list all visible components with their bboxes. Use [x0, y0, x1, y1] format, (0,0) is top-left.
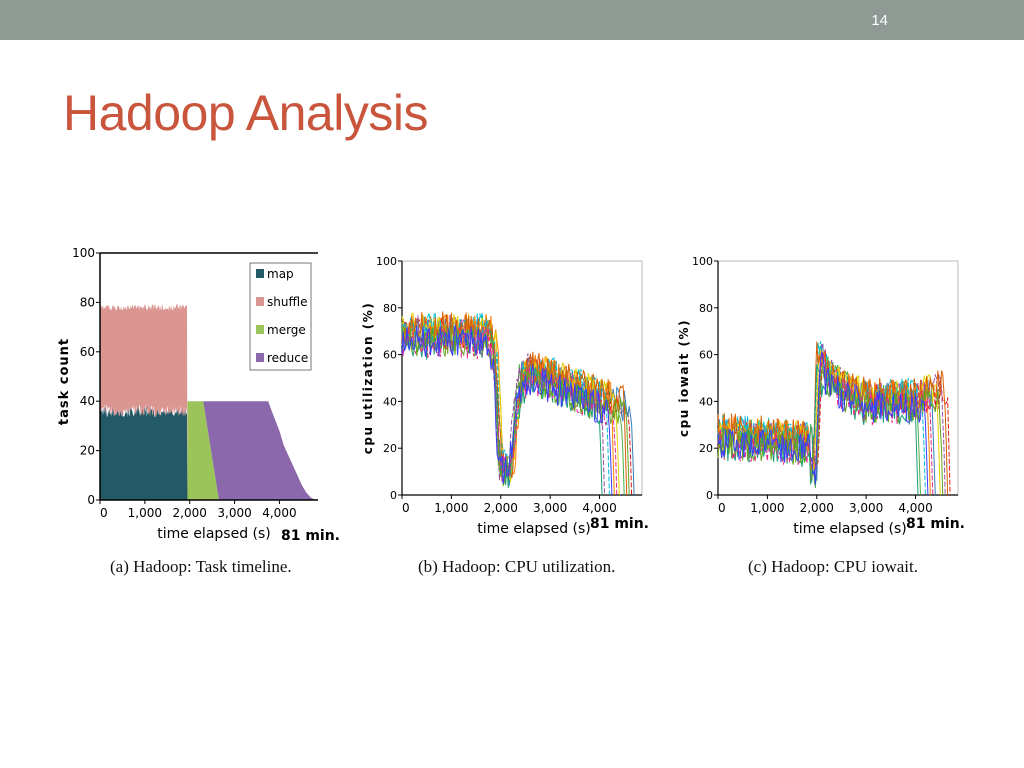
x-tick-label: 2,000 — [800, 501, 834, 515]
chart-cpu-iowait: 0 20 40 60 80 100 0 1,000 2,000 3,000 4,000 time el… — [677, 255, 965, 537]
legend-box — [249, 262, 312, 371]
slide-number: 14 — [871, 12, 888, 29]
series-line-12 — [401, 325, 613, 496]
y-axis-label: cpu utilization (%) — [361, 302, 375, 454]
legend-swatch-shuffle — [256, 297, 264, 306]
caption-cpu-utilization: (b) Hadoop: CPU utilization. — [418, 557, 616, 576]
series-line-7 — [401, 311, 610, 496]
y-axis-label: cpu iowait (%) — [677, 319, 691, 437]
x-tick-label: 4,000 — [582, 501, 616, 515]
y-tick-label: 20 — [699, 442, 713, 455]
x-tick-label: 3,000 — [217, 506, 251, 520]
y-tick-label: 60 — [383, 349, 397, 362]
y-tick-label: 20 — [80, 444, 95, 458]
top-bar: 14 — [0, 0, 1024, 40]
legend-label-reduce: reduce — [267, 351, 308, 365]
legend-label-shuffle: shuffle — [267, 295, 307, 309]
legend-swatch-reduce — [256, 353, 264, 362]
y-tick-label: 0 — [87, 493, 95, 507]
area-shuffle — [100, 304, 188, 500]
x-end-note: 81 min. — [906, 516, 965, 532]
legend-swatch-merge — [256, 325, 264, 334]
chart-cpu-utilization: 0 20 40 60 80 100 0 1,000 2,000 3,000 4,000 time el… — [361, 255, 649, 537]
area-merge — [187, 401, 219, 500]
x-tick-label: 0 — [718, 501, 726, 515]
x-tick-label: 4,000 — [262, 506, 296, 520]
y-tick-label: 100 — [72, 246, 95, 260]
y-axis-label: task count — [57, 338, 72, 425]
x-tick-label: 0 — [402, 501, 410, 515]
series-line-9 — [717, 364, 919, 496]
slide-title: Hadoop Analysis — [63, 85, 428, 141]
x-tick-label: 0 — [100, 506, 108, 520]
y-tick-label: 60 — [699, 349, 713, 362]
y-tick-label: 80 — [383, 302, 397, 315]
y-tick-label: 0 — [706, 489, 713, 502]
legend-swatch-map — [256, 269, 264, 278]
x-tick-label: 3,000 — [849, 501, 883, 515]
y-tick-label: 40 — [699, 395, 713, 408]
x-tick-label: 2,000 — [173, 506, 207, 520]
caption-task-timeline: (a) Hadoop: Task timeline. — [110, 557, 292, 576]
x-end-note: 81 min. — [281, 528, 340, 544]
y-tick-label: 60 — [80, 345, 95, 359]
x-axis-label: time elapsed (s) — [793, 521, 907, 537]
chart-task-timeline: map shuffle merge reduce 0 20 40 60 80 100 0 1,000 2… — [57, 246, 340, 544]
x-axis-label: time elapsed (s) — [477, 521, 591, 537]
caption-cpu-iowait: (c) Hadoop: CPU iowait. — [748, 557, 918, 576]
y-tick-label: 100 — [376, 255, 397, 268]
y-tick-label: 40 — [383, 395, 397, 408]
x-end-note: 81 min. — [590, 516, 649, 532]
y-tick-label: 80 — [80, 295, 95, 309]
legend-label-map: map — [267, 267, 294, 281]
y-tick-label: 80 — [699, 302, 713, 315]
x-tick-label: 1,000 — [128, 506, 162, 520]
area-map — [100, 405, 188, 500]
y-tick-label: 100 — [692, 255, 713, 268]
area-reduce — [203, 401, 316, 500]
series-line-8 — [717, 341, 949, 496]
series-line-12 — [717, 351, 929, 496]
y-tick-label: 20 — [383, 442, 397, 455]
x-tick-label: 2,000 — [484, 501, 518, 515]
x-axis-label: time elapsed (s) — [157, 526, 271, 542]
series-line-4 — [717, 342, 946, 496]
y-tick-label: 0 — [390, 489, 397, 502]
x-tick-label: 1,000 — [750, 501, 784, 515]
series-line-10 — [717, 352, 934, 496]
x-tick-label: 4,000 — [898, 501, 932, 515]
x-tick-label: 1,000 — [434, 501, 468, 515]
y-tick-label: 40 — [80, 394, 95, 408]
legend-label-merge: merge — [267, 323, 306, 337]
x-tick-label: 3,000 — [533, 501, 567, 515]
